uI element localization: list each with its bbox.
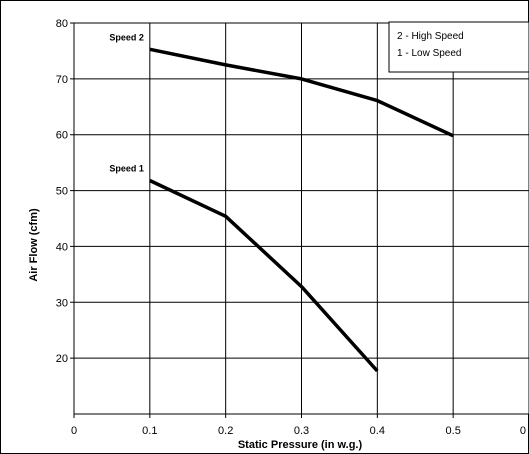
x-tick-label: 0.1 [142,425,157,437]
y-tick-label: 80 [56,18,68,30]
legend-entry-high-speed: 2 - High Speed [397,31,464,42]
x-tick-label: 0 [520,425,526,437]
series-label: Speed 1 [109,164,144,174]
y-tick-label: 60 [56,130,68,142]
y-axis-title: Air Flow (cfm) [28,208,40,282]
x-tick-label: 0 [71,425,77,437]
series-label: Speed 2 [109,32,144,42]
legend: 2 - High Speed 1 - Low Speed [388,21,529,73]
y-tick-label: 30 [56,297,68,309]
series-lines: Speed 2 Speed 1 [109,32,454,373]
x-tick-label: 0.3 [294,425,309,437]
legend-entry-low-speed: 1 - Low Speed [397,48,462,59]
x-tick-label: 0.4 [370,425,385,437]
x-tick-label: 0.5 [446,425,461,437]
series-line-speed-2 [149,47,454,138]
grid [70,22,529,418]
x-axis: 0 0.1 0.2 0.3 0.4 0.5 0 [71,425,526,437]
y-tick-label: 70 [56,74,68,86]
x-tick-label: 0.2 [218,425,233,437]
y-axis: 20 30 40 50 60 70 80 [56,18,68,365]
x-axis-title: Static Pressure (in w.g.) [238,439,363,451]
y-tick-label: 40 [56,241,68,253]
y-tick-label: 50 [56,186,68,198]
legend-box [388,21,529,73]
y-tick-label: 20 [56,353,68,365]
series-line-speed-1 [149,178,379,373]
